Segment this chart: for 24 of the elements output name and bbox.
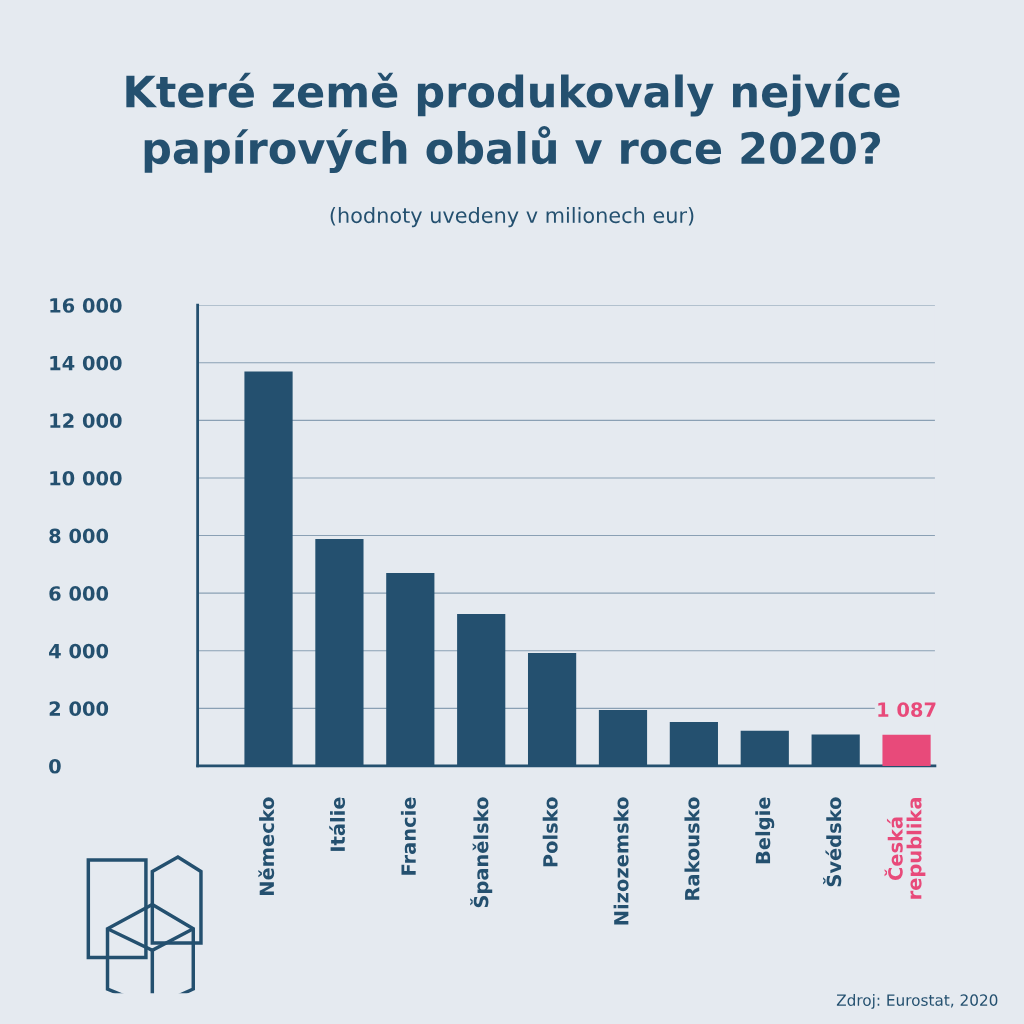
x-tick-label: Švédsko <box>823 797 842 887</box>
x-tick-label: Belgie <box>755 797 775 864</box>
x-tick-label: Německo <box>258 797 275 895</box>
y-tick-label: 8 000 <box>49 528 109 544</box>
bar <box>882 734 931 766</box>
y-tick-label: 6 000 <box>49 586 109 601</box>
y-tick-label: 14 000 <box>50 355 122 371</box>
y-tick-label: 10 000 <box>50 470 122 486</box>
y-tick-label: 4 000 <box>49 643 109 659</box>
x-tick-label: Polsko <box>542 797 558 867</box>
x-tick-label: Česká republika <box>884 798 926 899</box>
x-tick-label: Rakousko <box>684 797 700 900</box>
y-tick-label: 12 000 <box>50 413 122 429</box>
x-tick-label: Nizozemsko <box>613 797 629 925</box>
x-tick-label: Itálie <box>329 797 346 851</box>
text: Zdroj: Eurostat, 2020 <box>836 994 998 1009</box>
y-tick-label: 0 <box>49 758 61 774</box>
data-label: 1 087 <box>878 702 936 717</box>
y-tick-label: 2 000 <box>49 701 109 717</box>
chart-subtitle: (hodnoty uvedeny v milionech eur) <box>330 207 694 228</box>
x-tick-label: Francie <box>400 797 416 875</box>
x-tick-label: Španělsko <box>470 797 493 908</box>
y-tick-label: 16 000 <box>50 298 122 313</box>
chart-title: Které země produkovaly nejvíce papírových obalů v roce 2020? <box>126 72 900 174</box>
